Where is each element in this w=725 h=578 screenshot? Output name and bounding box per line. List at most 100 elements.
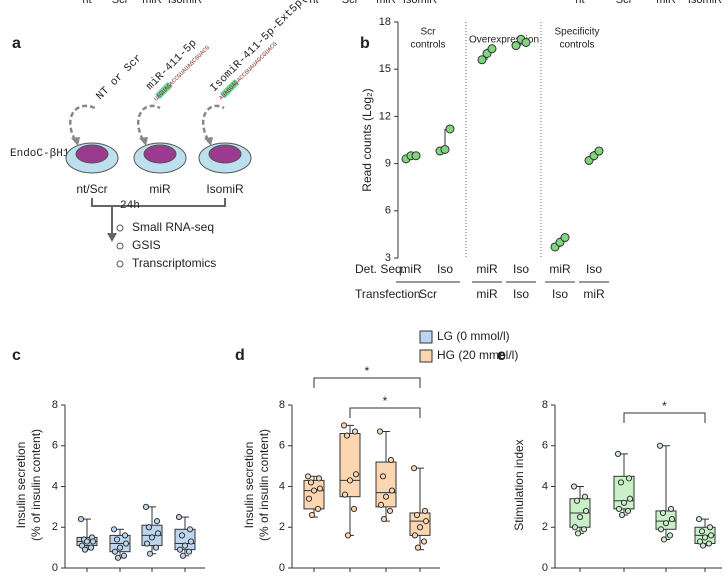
point [181, 542, 189, 549]
point [414, 544, 422, 551]
group-label: Specificity [554, 27, 599, 38]
point [666, 532, 674, 539]
panel-letter: b [360, 35, 370, 52]
y-tick-label: 15 [379, 63, 391, 75]
x-tick-label: miR [476, 262, 498, 276]
point [343, 432, 351, 439]
point [81, 546, 89, 553]
point [350, 505, 358, 513]
point [146, 550, 154, 557]
point [148, 534, 156, 541]
x-tick-label: nt [575, 0, 584, 6]
point [145, 524, 153, 531]
point [351, 428, 359, 435]
point [560, 233, 570, 243]
workflow-lines [91, 198, 226, 234]
point [668, 516, 676, 523]
group-label: Overexpression [469, 35, 539, 46]
y-tick-label: 18 [379, 16, 391, 28]
point [315, 475, 323, 482]
y-tick-label: 4 [52, 480, 58, 492]
point [617, 479, 625, 486]
point [379, 473, 387, 480]
point [706, 524, 714, 531]
group-label: nt/Scr [76, 182, 107, 196]
y-axis-label: Stimulation index [512, 439, 526, 530]
transfection-label: Iso [513, 287, 529, 301]
seed-highlight [220, 79, 240, 99]
x-tick-label: miR [376, 0, 396, 6]
point [113, 536, 121, 543]
x-tick-label: Scr [616, 0, 633, 6]
x-tick-label: IsomiR [688, 0, 722, 6]
y-tick-label: 6 [279, 440, 285, 452]
x-tick-label: Iso [586, 262, 602, 276]
point [660, 536, 668, 543]
point [308, 511, 316, 519]
point [87, 544, 95, 551]
point [695, 516, 703, 523]
point [696, 538, 704, 545]
point [416, 524, 424, 531]
point [571, 524, 579, 531]
significance-bracket [349, 407, 421, 418]
panel-letter: d [235, 347, 245, 364]
point [624, 507, 632, 515]
panel-letter: c [12, 347, 21, 364]
y-tick-label: 8 [542, 399, 548, 411]
point [614, 450, 622, 457]
point [153, 518, 161, 525]
point [341, 491, 349, 498]
y-tick-label: 4 [542, 480, 548, 492]
x-tick-label: Scr [342, 0, 359, 6]
readout: Small RNA-seq [132, 220, 214, 234]
point [316, 485, 324, 492]
point [570, 483, 578, 490]
point [411, 532, 419, 539]
y-tick-label: 2 [52, 521, 58, 533]
point [116, 544, 124, 551]
group-label: IsomiR [206, 182, 244, 196]
point [305, 495, 313, 502]
point [380, 516, 388, 523]
transfection-label: miR [476, 287, 498, 301]
arrow-heads [71, 137, 213, 146]
point [78, 542, 86, 549]
x-tick-label: IsomiR [403, 0, 437, 6]
point [620, 499, 628, 506]
transfection-label: Iso [552, 287, 568, 301]
x-tick-label: Iso [513, 262, 529, 276]
point [580, 526, 588, 533]
point [445, 124, 455, 134]
point [386, 507, 394, 515]
point [114, 554, 122, 561]
point [594, 146, 604, 156]
point [346, 477, 354, 484]
group-label: controls [410, 40, 445, 51]
point [422, 518, 430, 525]
readout: Transcriptomics [132, 256, 216, 270]
x-tick-label: miR [549, 262, 571, 276]
point [77, 516, 85, 523]
point [110, 526, 118, 533]
point [618, 511, 626, 519]
point [625, 475, 633, 482]
point [581, 493, 589, 500]
point [307, 479, 315, 486]
point [122, 540, 130, 547]
point [152, 544, 160, 551]
point [344, 532, 352, 539]
y-tick-label: 6 [542, 440, 548, 452]
y-tick-label: 0 [542, 562, 548, 574]
y-tick-label: 0 [52, 562, 58, 574]
point [143, 540, 151, 547]
point [413, 511, 421, 519]
y-axis-label: Read counts (Log₂) [360, 88, 374, 191]
point [420, 538, 428, 545]
point [573, 497, 581, 504]
point [387, 456, 395, 464]
row-label: Det. Seq. [355, 262, 405, 276]
point [667, 505, 675, 513]
point [187, 538, 195, 545]
x-tick-label: Iso [437, 262, 453, 276]
